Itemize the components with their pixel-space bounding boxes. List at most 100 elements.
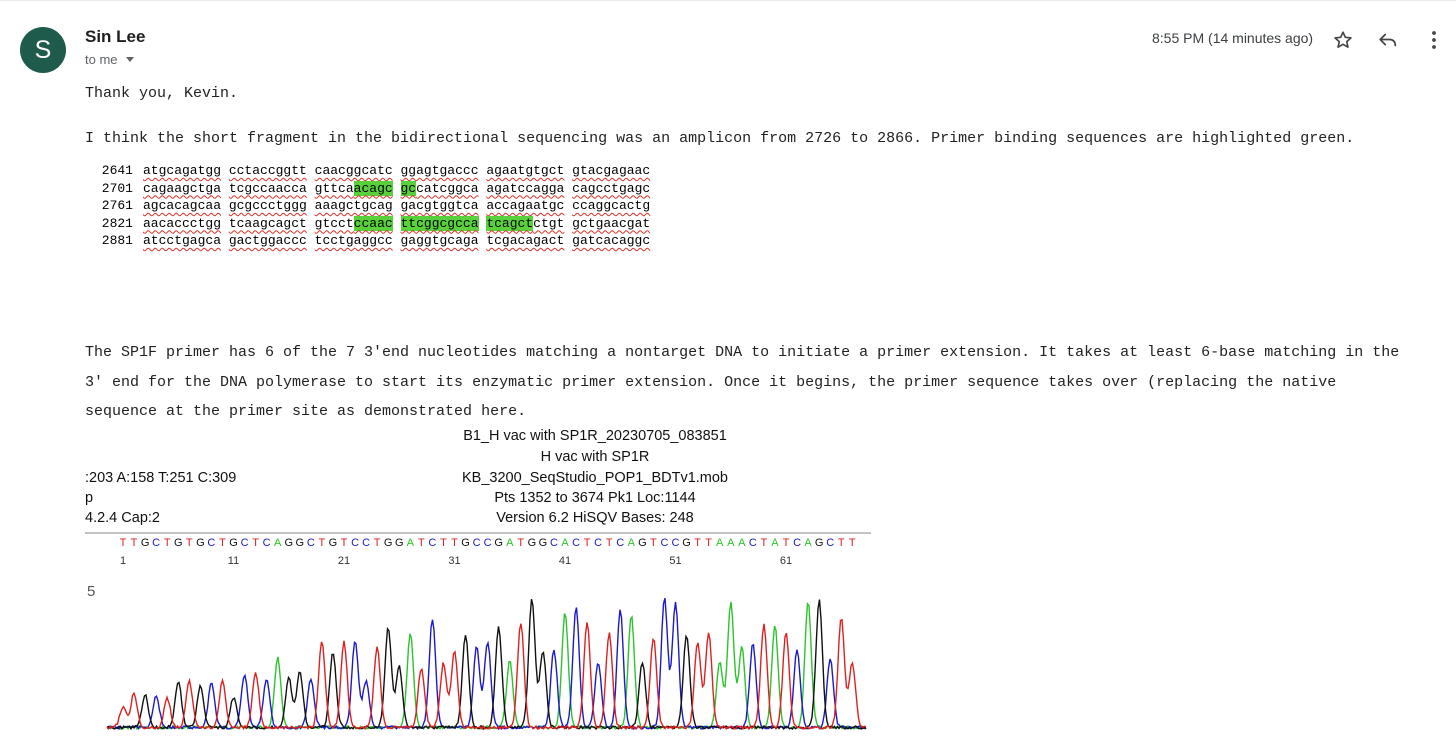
base-call: A: [407, 537, 415, 549]
base-call: C: [473, 537, 481, 549]
base-call: G: [528, 537, 537, 549]
trace-A: [106, 601, 866, 731]
chromatogram-title-2: H vac with SP1R: [540, 449, 650, 465]
vertical-dots-icon: [1432, 31, 1436, 49]
base-call: G: [284, 537, 293, 549]
reply-arrow-icon: [1379, 33, 1397, 47]
primer-highlight: tcagct: [486, 215, 534, 231]
primer-highlight: ccaac: [353, 215, 393, 231]
sequence-row: 2881 atcctgagca gactggaccc tcctgaggcc gag…: [97, 232, 650, 250]
base-call: T: [838, 537, 845, 549]
base-call: C: [152, 537, 160, 549]
position-label: 21: [338, 555, 350, 567]
base-call: T: [164, 537, 171, 549]
chromatogram-title-3: KB_3200_SeqStudio_POP1_BDTv1.mob: [461, 470, 728, 486]
base-call: T: [374, 537, 381, 549]
base-call: G: [682, 537, 691, 549]
base-call: C: [749, 537, 757, 549]
caret-down-icon: [125, 57, 134, 62]
base-call: G: [815, 537, 824, 549]
sequence-position: 2761: [101, 198, 133, 213]
sequence-row: 2761 agcacagcaa gcgccctggg aaagctgcag gac…: [97, 197, 650, 215]
sequence-row: 2701 cagaagctga tcgccaacca gttcaacagc gcc…: [97, 180, 650, 198]
position-label: 51: [669, 555, 681, 567]
sequence-segment: gttcaacagc: [315, 180, 393, 196]
base-call: T: [418, 537, 425, 549]
base-call: C: [572, 537, 580, 549]
paragraph-2-line: 3' end for the DNA polymerase to start i…: [85, 373, 1337, 391]
base-call: A: [804, 537, 812, 549]
base-call: C: [307, 537, 315, 549]
base-call: C: [263, 537, 271, 549]
base-call: C: [351, 537, 359, 549]
sequence-segment: atcctgagca: [143, 233, 221, 248]
sequence-text: cctaccggtt: [228, 163, 307, 178]
chromatogram-title-4: Pts 1352 to 3674 Pk1 Loc:1144: [494, 490, 696, 506]
base-call: T: [186, 537, 193, 549]
sequence-text: cagcctgagc: [572, 180, 651, 196]
star-outline-icon: [1334, 31, 1352, 48]
sequence-text: gacgtggtca: [400, 198, 479, 213]
base-call: T: [517, 537, 524, 549]
sequence-text: gctgaacgat: [572, 215, 651, 231]
base-call: G: [461, 537, 470, 549]
sequence-segment: tcgacagact: [486, 233, 564, 248]
sequence-text: atcctgagca: [143, 233, 222, 248]
email-timestamp: 8:55 PM (14 minutes ago): [1152, 30, 1314, 46]
sequence-position: 2821: [101, 215, 133, 231]
base-call: A: [738, 537, 746, 549]
sender-avatar[interactable]: S: [20, 27, 66, 73]
sequence-text: agcacagcaa: [143, 198, 222, 213]
trace-G: [106, 599, 867, 731]
sequence-text: tcctgaggcc: [314, 233, 393, 248]
paragraph-2-line: The SP1F primer has 6 of the 7 3'end nuc…: [85, 344, 1400, 361]
sequence-segment: cagcctgagc: [572, 181, 650, 196]
base-call: C: [660, 537, 668, 549]
base-call: T: [694, 537, 701, 549]
sequence-row: 2641 atgcagatgg cctaccggtt caacggcatc gga…: [97, 162, 650, 180]
recipient-label: to me: [85, 52, 118, 67]
sequence-segment: gaggtgcaga: [400, 233, 478, 248]
sequence-segment: ccaggcactg: [572, 198, 650, 213]
sequence-text: ctgt: [533, 215, 565, 231]
sequence-segment: gacgtggtca: [400, 198, 478, 213]
sequence-text: tcgccaacca: [228, 180, 307, 196]
dna-sequence-block: 2641 atgcagatgg cctaccggtt caacggcatc gga…: [97, 162, 650, 250]
base-call: T: [252, 537, 259, 549]
base-call: A: [716, 537, 724, 549]
base-call: G: [196, 537, 205, 549]
reply-button[interactable]: [1376, 28, 1400, 52]
sequence-text: aaagctgcag: [314, 198, 393, 213]
base-call: T: [584, 537, 591, 549]
base-call: C: [793, 537, 801, 549]
recipient-dropdown[interactable]: to me: [85, 52, 134, 67]
sender-name[interactable]: Sin Lee: [85, 27, 146, 46]
avatar-initial: S: [34, 35, 52, 64]
base-call: T: [451, 537, 458, 549]
sequence-segment: cctaccggtt: [229, 163, 307, 178]
position-label: 61: [780, 555, 792, 567]
base-call: T: [761, 537, 768, 549]
base-call: A: [274, 537, 282, 549]
base-call: G: [638, 537, 647, 549]
sequence-text: gatcacaggc: [572, 233, 651, 248]
base-call: A: [561, 537, 569, 549]
sequence-text: tcaagcagct: [228, 215, 307, 231]
sequence-segment: tcctgaggcc: [315, 233, 393, 248]
base-call: G: [296, 537, 305, 549]
base-call: T: [783, 537, 790, 549]
top-divider: [0, 0, 1456, 1]
base-call: T: [131, 537, 138, 549]
more-options-button[interactable]: [1422, 28, 1446, 52]
base-call: C: [550, 537, 558, 549]
base-call: T: [120, 537, 127, 549]
sequence-row: 2821 aacaccctgg tcaagcagct gtcctccaac ttc…: [97, 215, 650, 233]
position-label: 41: [559, 555, 571, 567]
base-call: G: [395, 537, 404, 549]
star-button[interactable]: [1331, 28, 1355, 52]
base-call: G: [494, 537, 503, 549]
base-call: A: [506, 537, 514, 549]
sequence-segment: agaatgtgct: [486, 163, 564, 178]
